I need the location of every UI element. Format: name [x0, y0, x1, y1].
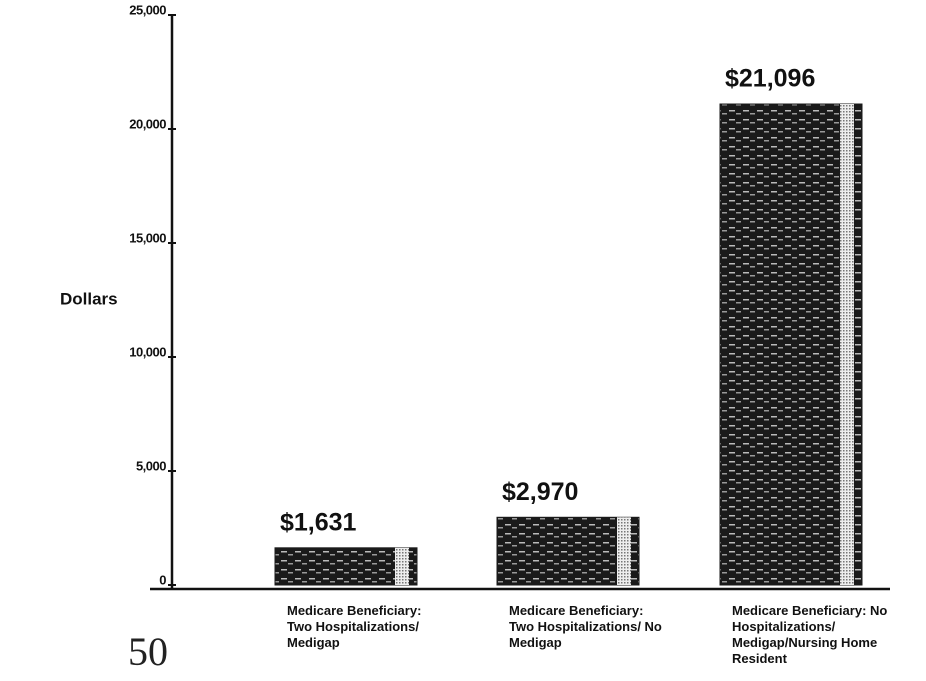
bar [496, 516, 640, 586]
y-tick-label: 5,000 [136, 458, 166, 473]
bar-edge [395, 547, 409, 585]
y-tick-label: 10,000 [129, 344, 166, 359]
x-tick-label: Medicare Beneficiary: No Hospitalization… [732, 603, 888, 666]
value-label: $1,631 [280, 508, 357, 536]
y-tick-label: 20,000 [129, 116, 166, 131]
value-label: $2,970 [502, 478, 578, 506]
x-tick-label: Medicare Beneficiary: Two Hospitalizatio… [287, 603, 422, 650]
bar-edge [617, 517, 631, 585]
x-tick-label: Medicare Beneficiary: Two Hospitalizatio… [509, 603, 662, 650]
bar [274, 547, 418, 586]
bar-edge [840, 104, 854, 585]
y-tick-label: 0 [159, 572, 166, 587]
y-tick-label: 15,000 [129, 230, 166, 245]
y-axis-label: Dollars [60, 289, 118, 308]
page-number: 50 [128, 629, 168, 674]
value-label: $21,096 [725, 65, 815, 93]
y-tick-label: 25,000 [129, 2, 166, 17]
bar [719, 103, 863, 586]
